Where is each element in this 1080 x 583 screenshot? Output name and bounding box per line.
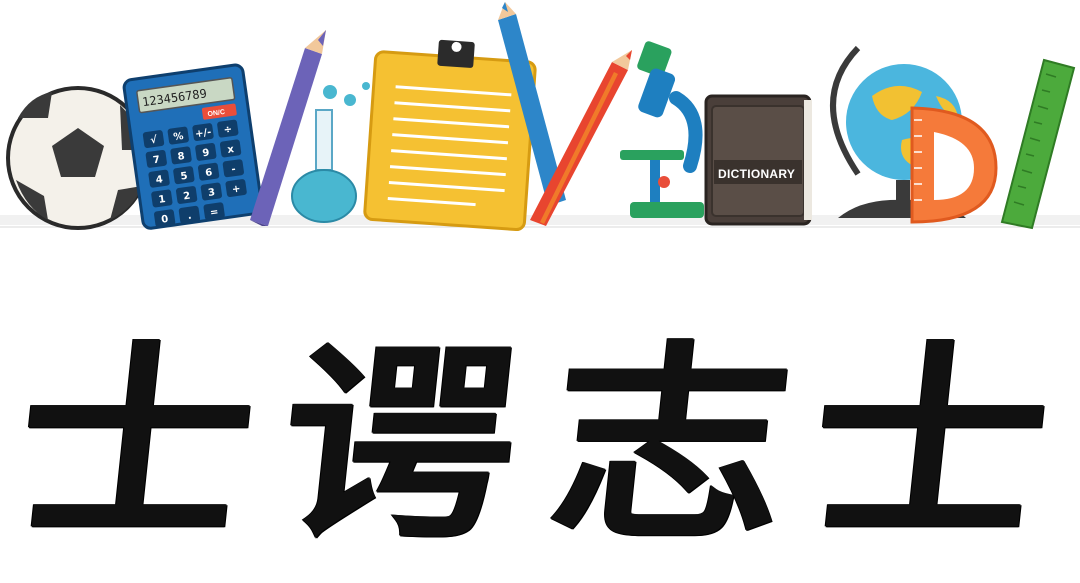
calculator-key <box>192 123 214 142</box>
calculator-key-label: 6 <box>205 167 213 179</box>
calculator-key <box>217 119 239 138</box>
calculator-key <box>200 182 223 201</box>
calculator-key-label: + <box>231 184 241 196</box>
calculator-key-label: = <box>209 207 219 219</box>
calculator-key-label: 1 <box>158 194 166 206</box>
calculator-key <box>151 189 173 208</box>
calculator-key <box>222 159 244 178</box>
calculator-key <box>203 202 225 221</box>
dictionary-label: DICTIONARY <box>718 167 795 181</box>
calculator-key-label: 2 <box>183 191 191 203</box>
calculator-key <box>142 130 165 148</box>
calculator-keypad: √% +/- ÷ 7 8 9 x 4 5 6 - 1 2 3 +0. = <box>142 119 247 228</box>
calculator-key-label: 5 <box>180 171 188 183</box>
flask-icon <box>291 82 370 223</box>
calculator-key-label: x <box>227 144 235 156</box>
calculator-key-label: 0 <box>161 214 169 226</box>
calculator-key <box>145 149 167 168</box>
calculator-key-label: +/- <box>194 127 212 140</box>
calculator-key-label: √ <box>150 134 159 147</box>
calculator-key-label: 3 <box>207 187 215 199</box>
calculator-key <box>225 179 247 197</box>
dictionary-book-icon: DICTIONARY <box>704 94 812 226</box>
calligraphy-title: 士 谔 志 士 <box>0 320 1080 570</box>
microscope-icon <box>620 41 704 218</box>
calculator-key <box>148 169 170 188</box>
calculator-key-label: 9 <box>202 147 210 159</box>
calculator-key-label: . <box>187 211 192 222</box>
calligraphy-character-4: 士 <box>799 321 1061 568</box>
calculator-key-label: - <box>231 164 237 175</box>
calligraphy-character-2: 谔 <box>269 321 531 568</box>
calculator-key <box>175 186 198 204</box>
soccer-ball-icon <box>6 86 150 230</box>
calculator-key <box>170 146 192 165</box>
purple-pencil-icon <box>250 30 326 226</box>
calculator-icon: 1 2 3 4 5 6 7 8 9 ON/C √% +/- ÷ 7 8 9 x 4 5 6 - 1 2 3 +0. = <box>122 63 264 230</box>
calculator-key-label: ÷ <box>223 124 233 136</box>
calculator-key <box>197 162 220 181</box>
calculator-key <box>167 126 189 145</box>
calculator-key <box>195 142 217 161</box>
calculator-key <box>154 209 176 228</box>
calculator-on-label: ON/C <box>207 109 225 118</box>
calculator-key <box>173 166 195 185</box>
red-pencil-icon <box>530 50 632 226</box>
protractor-icon <box>910 106 998 224</box>
clipboard-icon <box>363 39 537 232</box>
ruler-icon <box>1000 58 1076 230</box>
calculator-key-label: 7 <box>152 154 160 166</box>
school-supplies-banner: 1 2 3 4 5 6 7 8 9 ON/C √% +/- ÷ 7 8 9 x 4 5 6 - 1 2 3 +0. = <box>0 0 1080 232</box>
calculator-key-label: % <box>173 131 184 143</box>
school-supplies-illustration: 1 2 3 4 5 6 7 8 9 ON/C √% +/- ÷ 7 8 9 x 4 5 6 - 1 2 3 +0. = <box>0 2 1080 232</box>
calculator-key <box>178 205 201 224</box>
blue-pencil-icon <box>498 2 566 206</box>
calculator-key-label: 8 <box>177 151 185 163</box>
calculator-key <box>219 139 242 158</box>
calculator-key-label: 4 <box>155 174 163 186</box>
